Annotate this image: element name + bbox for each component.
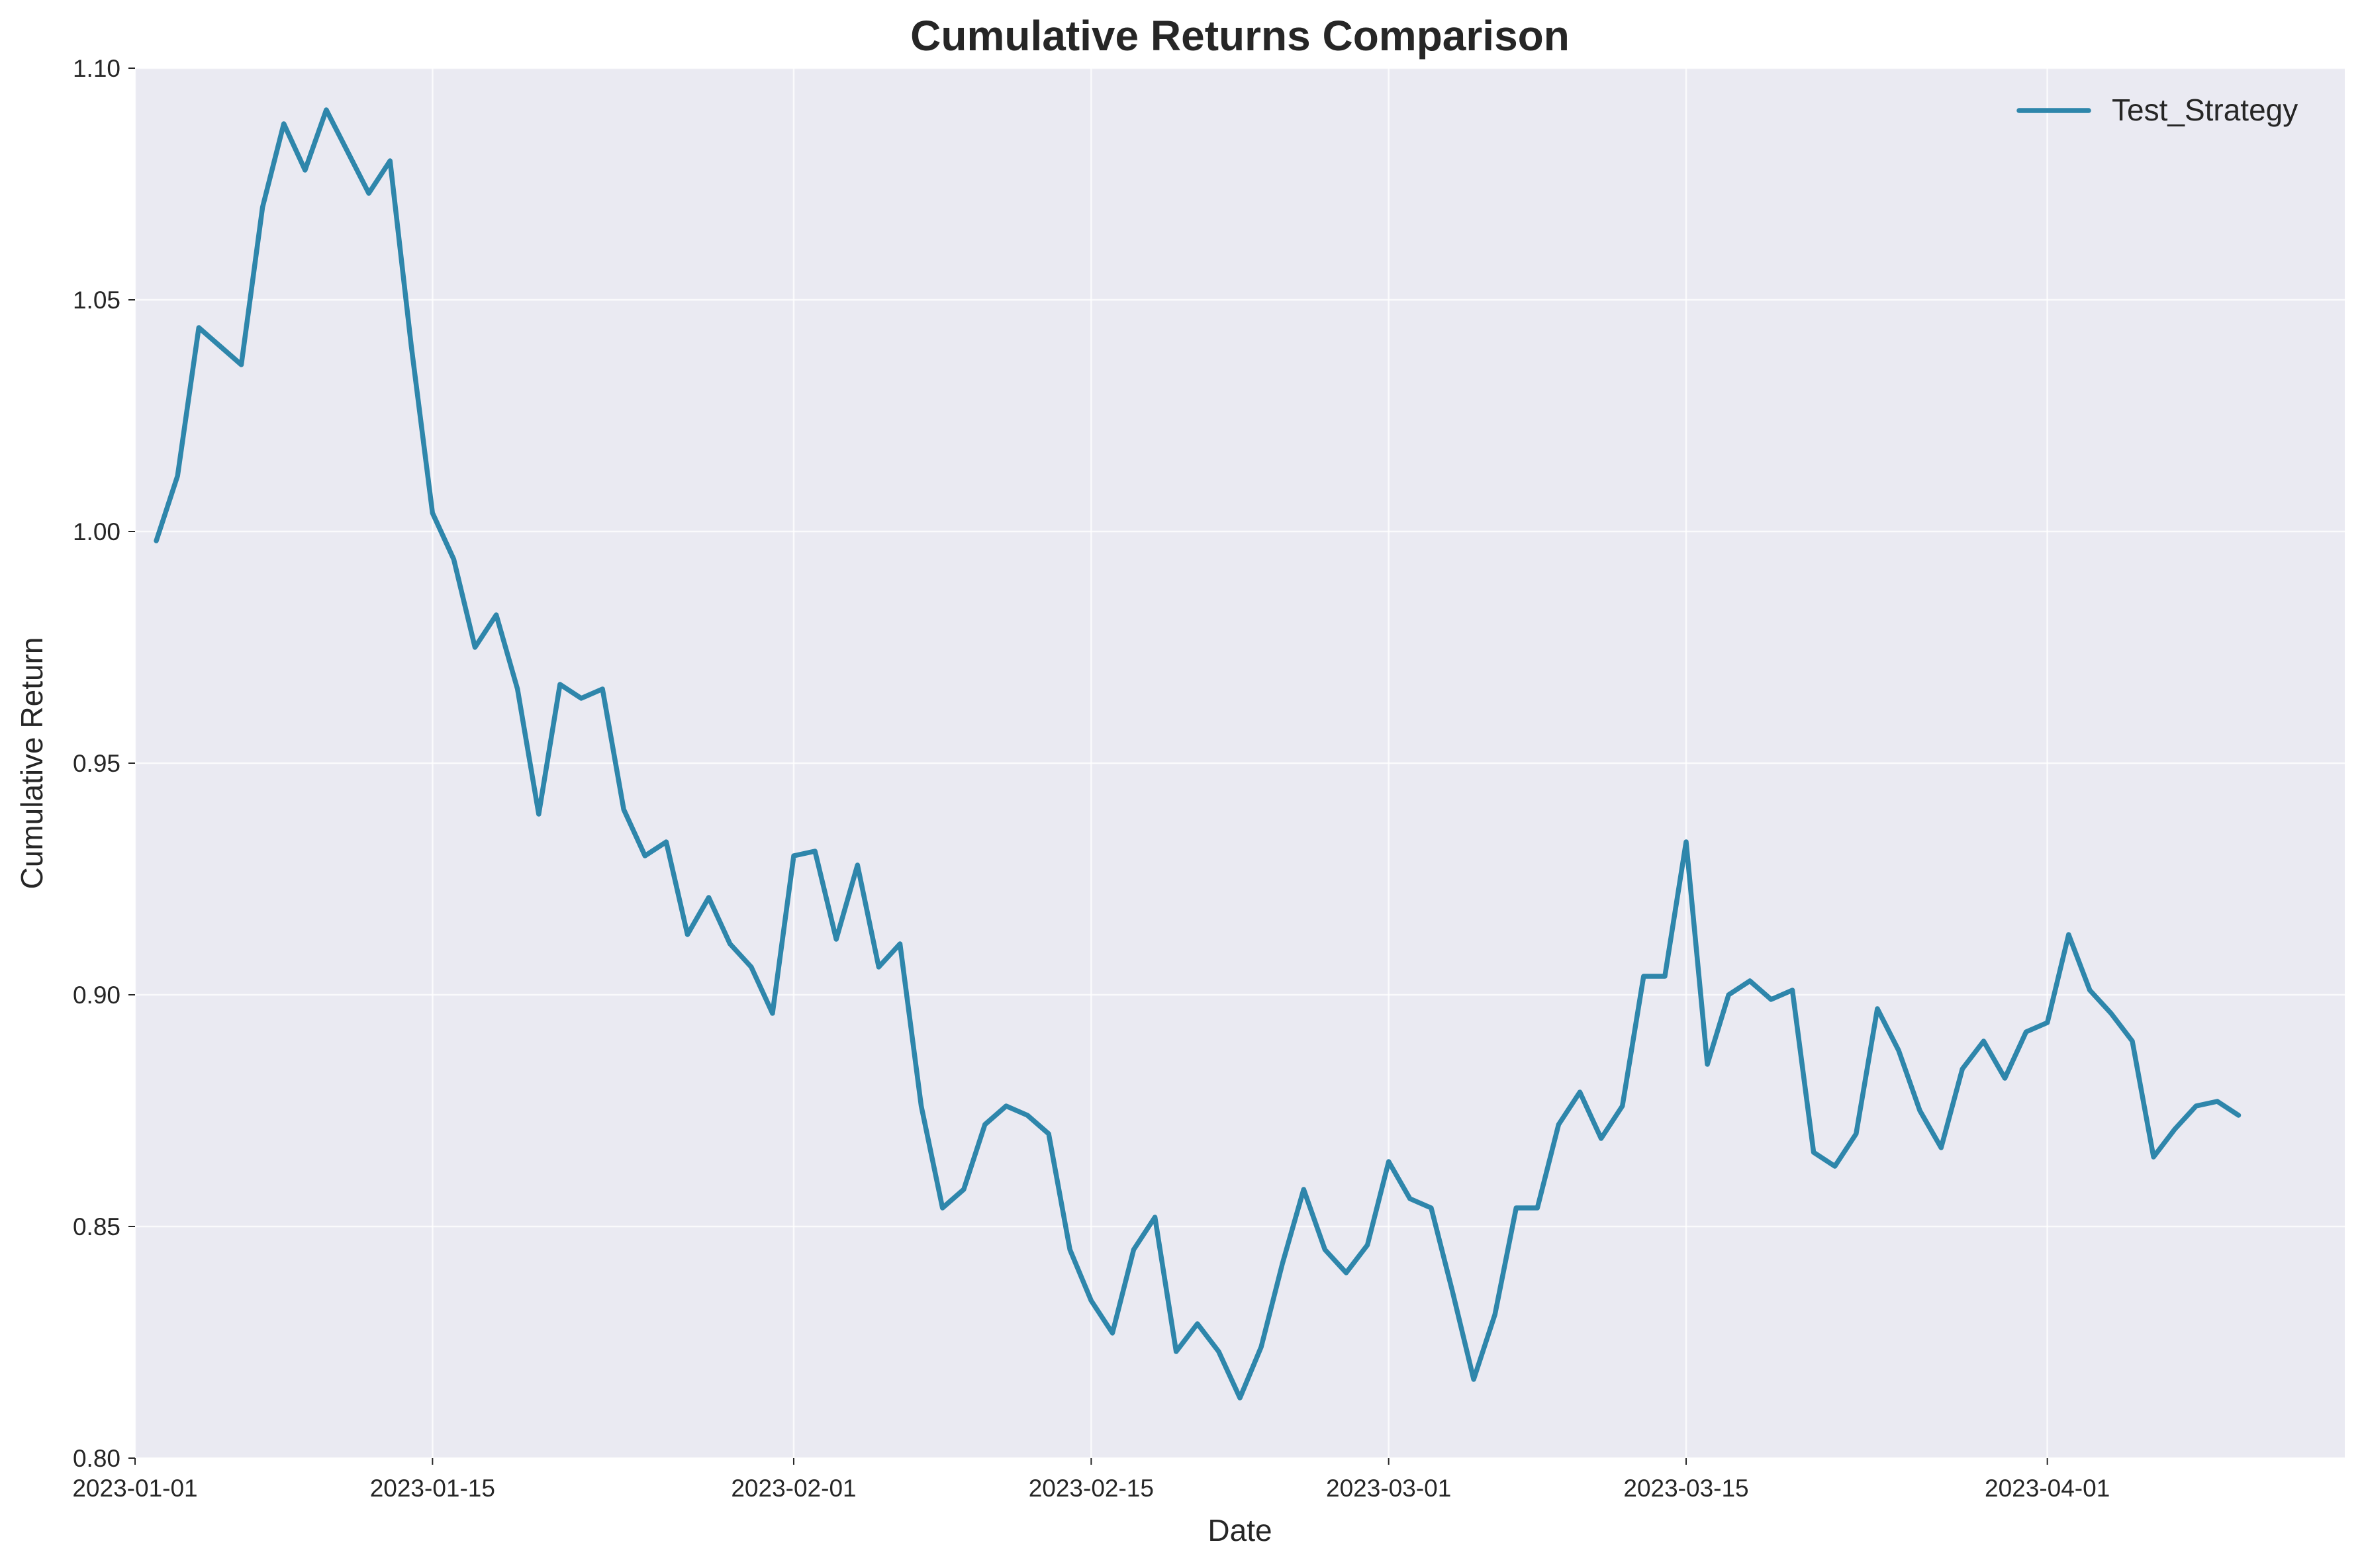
y-tick-label: 1.10: [73, 55, 120, 82]
x-tick-label: 2023-02-15: [1029, 1475, 1154, 1502]
series-layer: [154, 107, 2242, 1401]
y-axis-label: Cumulative Return: [15, 637, 49, 890]
y-tick-label: 1.00: [73, 518, 120, 545]
x-tick-label: 2023-04-01: [1985, 1475, 2110, 1502]
y-tick-label: 0.80: [73, 1445, 120, 1472]
y-tick-label: 1.05: [73, 287, 120, 314]
x-tick-label: 2023-01-01: [72, 1475, 197, 1502]
series-line-test-strategy: [154, 107, 2242, 1401]
y-tick-label: 0.95: [73, 750, 120, 777]
legend-label-test-strategy: Test_Strategy: [2112, 93, 2298, 127]
x-tick-label: 2023-01-15: [370, 1475, 495, 1502]
chart-title: Cumulative Returns Comparison: [910, 12, 1570, 60]
x-axis-ticks: 2023-01-01 2023-01-15 2023-02-01 2023-02-15…: [72, 1458, 2110, 1502]
y-tick-label: 0.85: [73, 1213, 120, 1240]
x-tick-label: 2023-02-01: [731, 1475, 856, 1502]
x-axis-label: Date: [1207, 1513, 1272, 1547]
y-tick-label: 0.90: [73, 982, 120, 1009]
y-axis-ticks: 0.80 0.85 0.90 0.95 1.00 1.05 1.10: [73, 55, 135, 1472]
x-tick-label: 2023-03-01: [1326, 1475, 1451, 1502]
x-tick-label: 2023-03-15: [1623, 1475, 1748, 1502]
legend: Test_Strategy: [2016, 93, 2298, 127]
